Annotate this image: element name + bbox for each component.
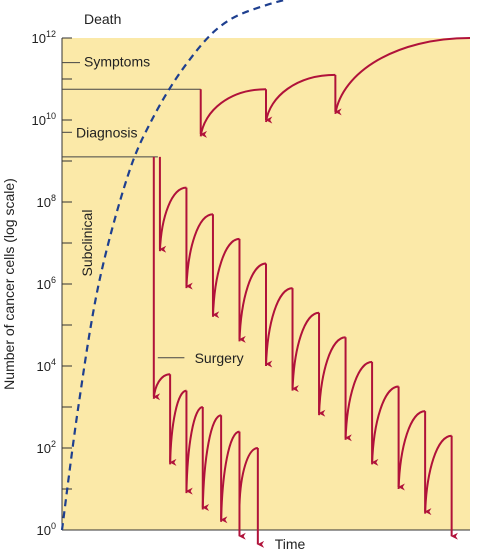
regrowth-curve <box>201 414 222 510</box>
regrowth-curve <box>152 373 171 399</box>
y-tick-label: 1010 <box>32 111 56 128</box>
y-tick-label: 100 <box>37 521 56 538</box>
series-layer <box>60 0 471 548</box>
regrowth-curve <box>265 287 293 367</box>
regrowth-curve <box>334 37 471 115</box>
regrowth-curve <box>169 389 187 465</box>
y-tick-label: 104 <box>37 357 56 374</box>
series-growth <box>60 0 289 531</box>
tumor-growth-curve <box>60 0 289 531</box>
regrowth-curve <box>344 360 373 440</box>
annotation-diagnosis: Diagnosis <box>76 124 137 140</box>
regrowth-curve <box>199 88 267 137</box>
regrowth-curve <box>211 237 240 317</box>
regrowth-curve <box>185 213 214 289</box>
regrowth-curve <box>424 434 452 514</box>
y-tick-label: 108 <box>37 193 56 210</box>
regrowth-curve <box>397 410 426 490</box>
regrowth-curve <box>238 262 267 342</box>
regrowth-curve <box>158 186 187 252</box>
regrowth-curve <box>220 430 240 522</box>
regrowth-curve <box>238 447 259 506</box>
regrowth-curve <box>185 406 204 494</box>
reference-lines <box>62 62 201 359</box>
annotation-death: Death <box>84 11 121 27</box>
annotation-symptoms: Symptoms <box>84 54 150 70</box>
series-surgery_plus_chemotherapy <box>152 156 265 548</box>
regrowth-curve <box>371 385 399 465</box>
y-axis-label: Number of cancer cells (log scale) <box>1 178 17 390</box>
series-adjuvant_chemotherapy <box>158 156 458 540</box>
regrowth-curve <box>291 311 320 391</box>
regrowth-curve <box>318 336 346 416</box>
axes: 100 102 104 106 108 1010 1012 <box>32 29 470 538</box>
y-tick-label: 1012 <box>32 29 56 46</box>
annotation-subclinical: Subclinical <box>79 210 95 277</box>
regrowth-curve <box>265 73 336 123</box>
series-symptomatic_treatment <box>199 37 471 138</box>
y-tick-label: 106 <box>37 275 56 292</box>
y-tick-label: 102 <box>37 439 56 456</box>
x-axis-label: Time <box>275 536 306 551</box>
annotation-surgery: Surgery <box>195 350 244 366</box>
